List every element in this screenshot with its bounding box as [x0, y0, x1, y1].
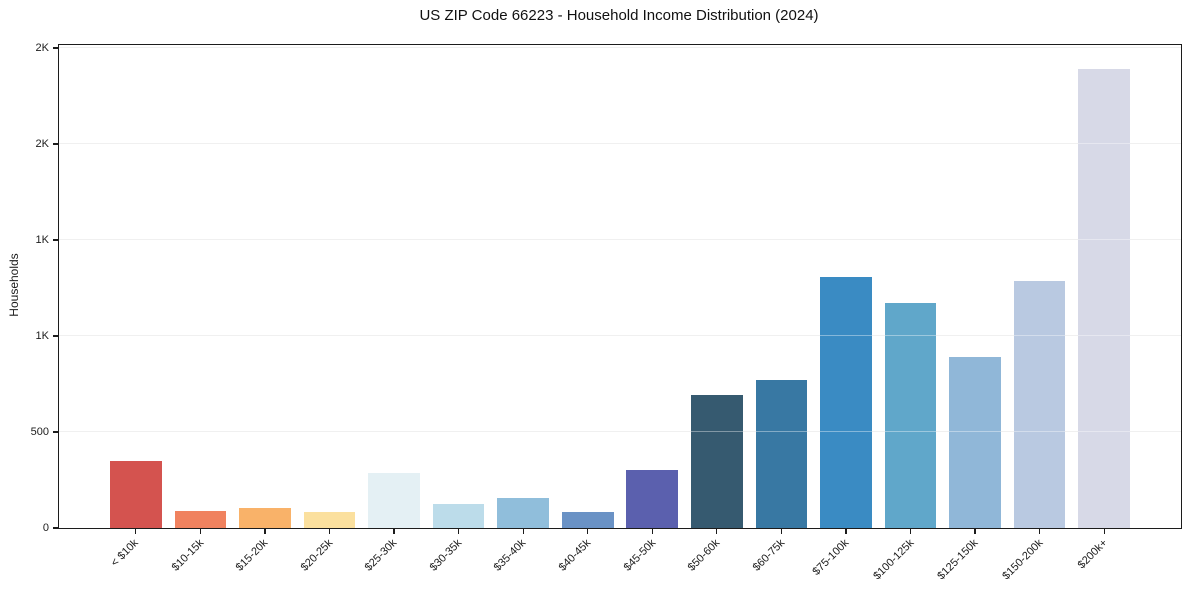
x-tick-label-text: $15-20k [233, 537, 271, 574]
y-tick-label: 2K [35, 137, 49, 150]
y-tick-mark [52, 143, 58, 145]
x-tick-label-text: $75-100k [810, 537, 852, 578]
x-tick-label-text: $200k+ [1075, 537, 1110, 572]
x-tick-mark [845, 529, 847, 534]
x-tick-label-text: $150-200k [999, 537, 1046, 583]
bar [626, 470, 679, 528]
x-tick-mark [651, 529, 653, 534]
gridline-overlay [59, 47, 1181, 49]
gridline-overlay [59, 239, 1181, 241]
x-tick-mark [328, 529, 331, 534]
x-tick-label-text: < $10k [109, 537, 142, 570]
x-tick-label-text: $40-45k [556, 537, 594, 574]
x-tick-mark [522, 529, 524, 534]
y-tick-mark [52, 335, 58, 337]
chart-title: US ZIP Code 66223 - Household Income Dis… [419, 7, 819, 24]
gridline-overlay [59, 335, 1181, 337]
gridline [59, 143, 1181, 145]
bar [1078, 69, 1130, 528]
bar [561, 511, 614, 528]
x-tick-mark [974, 529, 976, 534]
bar [368, 473, 420, 528]
y-axis-label: Households [7, 253, 21, 317]
bar [1013, 281, 1066, 528]
y-tick-label: 1K [35, 233, 49, 246]
gridline [59, 335, 1181, 337]
bar [110, 460, 162, 528]
bar [239, 507, 291, 528]
plot-area: 0 500 1K 1K 2K 2K < $10k $10-15k $15-20k $20-25k $… [31, 42, 1182, 582]
x-tick-label-text: $35-40k [492, 537, 529, 574]
bar [432, 504, 485, 528]
x-tick-mark [1038, 529, 1041, 534]
bar [174, 511, 227, 528]
x-tick-mark [587, 529, 589, 534]
gridline [59, 239, 1181, 241]
x-tick-mark [264, 529, 266, 534]
x-tick-mark [393, 529, 395, 534]
x-tick-label-text: $125-150k [935, 537, 981, 583]
x-tick-mark [780, 529, 783, 534]
y-tick-label: 0 [42, 522, 49, 534]
bar [820, 277, 872, 528]
gridline-overlay [59, 143, 1181, 145]
x-tick-mark [457, 529, 460, 534]
x-tick-label-text: $60-75k [750, 537, 787, 574]
bar [884, 303, 937, 528]
y-tick-mark [52, 527, 58, 529]
x-tick-label-text: $50-60k [685, 537, 723, 574]
bar [691, 394, 743, 528]
x-tick-label-text: $45-50k [621, 537, 658, 574]
x-tick-mark [199, 529, 202, 534]
bar [949, 357, 1001, 528]
x-tick-label-text: $100-125k [870, 537, 916, 583]
y-tick-mark [52, 47, 58, 49]
x-tick-mark [909, 529, 912, 534]
x-tick-mark [135, 529, 137, 534]
gridline [59, 47, 1181, 49]
x-tick-label-text: $20-25k [298, 537, 335, 574]
y-tick-label: 2K [35, 41, 49, 54]
x-tick-mark [1103, 529, 1105, 534]
gridline [59, 431, 1181, 433]
gridline-overlay [59, 431, 1181, 433]
y-tick-label: 500 [30, 425, 49, 438]
x-tick-label-text: $30-35k [427, 537, 465, 574]
y-tick-mark [52, 239, 58, 241]
bar [755, 380, 808, 528]
x-tick-label-text: $10-15k [169, 537, 206, 574]
bar [497, 498, 549, 528]
bar [303, 512, 356, 528]
y-tick-mark [52, 431, 58, 433]
x-tick-mark [716, 529, 718, 534]
x-tick-label-text: $25-30k [362, 537, 400, 574]
y-tick-label: 1K [35, 329, 49, 342]
